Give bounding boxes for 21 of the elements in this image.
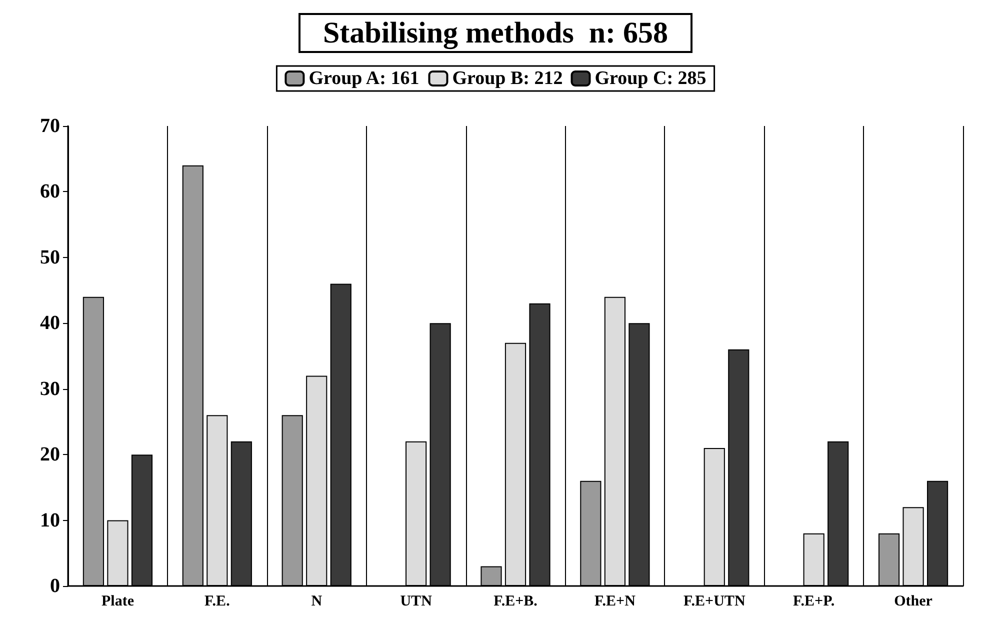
y-tick-label: 40 [40, 312, 60, 334]
x-tick-label: F.E+N [594, 594, 636, 610]
legend-label: Group B: 212 [452, 68, 563, 89]
y-tick-label: 30 [40, 378, 60, 400]
y-tick-label: 0 [50, 575, 60, 597]
legend-label: Group C: 285 [594, 68, 706, 89]
x-tick-label: F.E. [204, 594, 230, 610]
x-tick-label: N [311, 594, 322, 610]
legend-label: Group A: 161 [308, 68, 420, 89]
x-tick-label: F.E+P. [793, 594, 835, 610]
y-tick-label: 50 [40, 246, 60, 268]
x-tick-label: F.E+UTN [684, 594, 746, 610]
x-tick-label: F.E+B. [494, 594, 538, 610]
x-tick-label: UTN [400, 594, 432, 610]
y-tick-label: 10 [40, 509, 60, 532]
x-tick-label: Other [894, 594, 933, 610]
chart-title: Stabilising methods n: 658 [322, 16, 668, 50]
y-tick-label: 60 [40, 180, 60, 203]
y-tick-label: 70 [40, 115, 60, 137]
x-tick-label: Plate [101, 594, 134, 610]
y-tick-label: 20 [40, 444, 60, 466]
